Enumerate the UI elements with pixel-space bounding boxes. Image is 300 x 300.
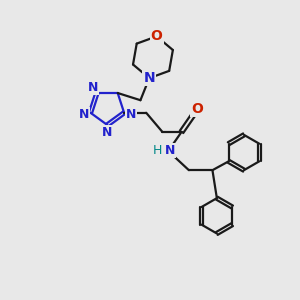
Text: H: H	[152, 144, 162, 157]
Text: N: N	[143, 71, 155, 85]
Text: N: N	[102, 125, 112, 139]
Text: O: O	[151, 29, 163, 44]
Text: N: N	[126, 108, 136, 122]
Text: N: N	[79, 108, 89, 122]
Text: O: O	[191, 102, 203, 116]
Text: N: N	[165, 144, 175, 157]
Text: N: N	[88, 81, 98, 94]
